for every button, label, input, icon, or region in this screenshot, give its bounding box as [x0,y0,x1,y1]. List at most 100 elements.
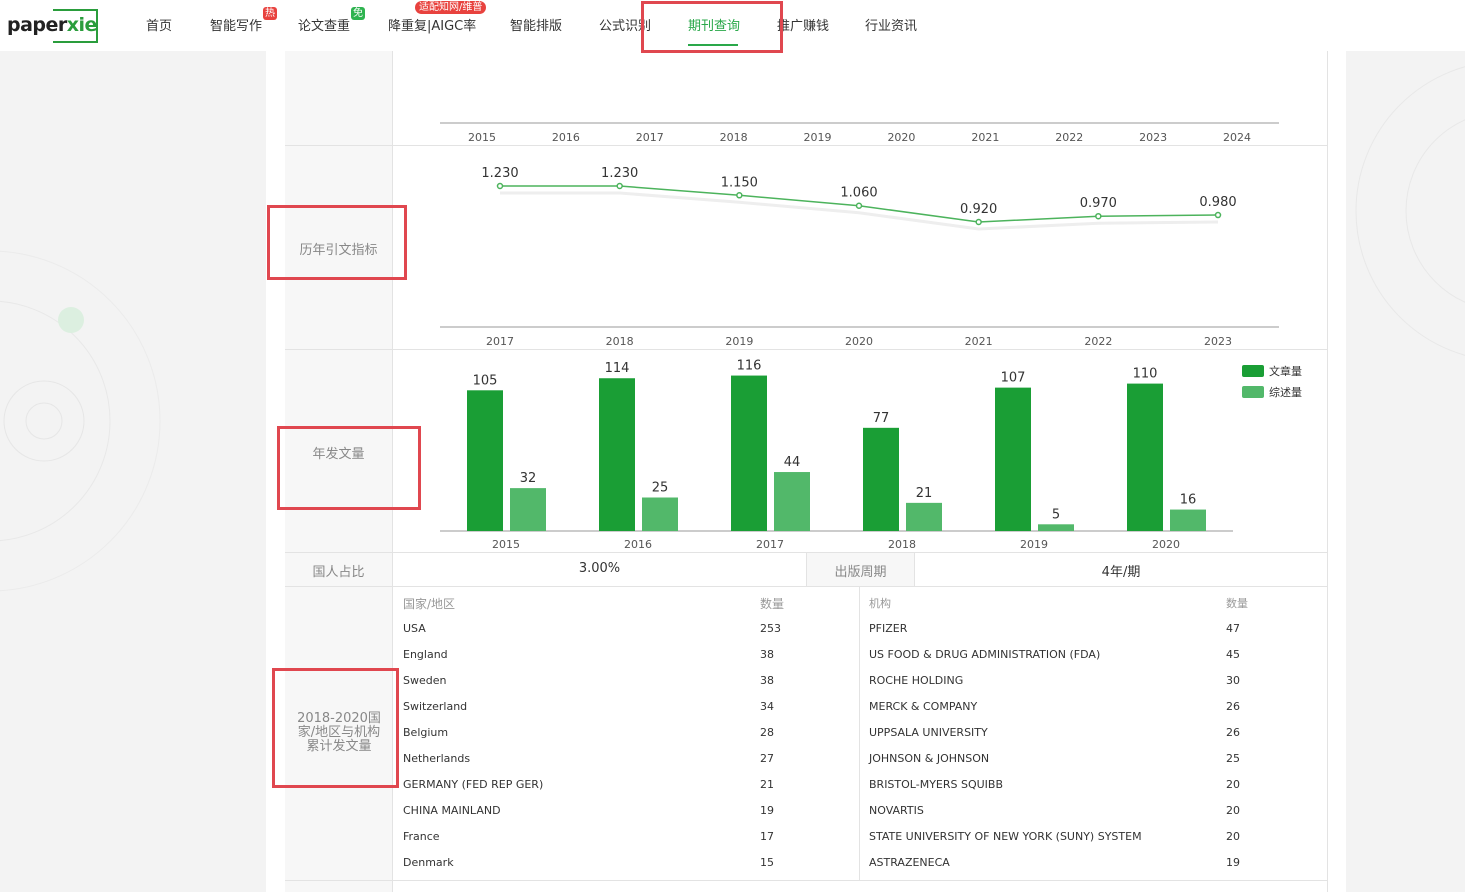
x-tick-label: 2019 [804,131,832,144]
institution-row-name: ROCHE HOLDING [869,674,964,687]
bar-value-label: 77 [873,411,890,426]
institution-header-name: 机构 [869,597,891,610]
logo-frame [53,9,98,43]
bar-articles [467,390,503,531]
institution-row-name: JOHNSON & JOHNSON [869,752,990,765]
institution-row-count: 19 [1226,856,1240,869]
country-row-name: GERMANY (FED REP GER) [403,778,544,791]
hot-badge: 热 [263,7,277,20]
data-point [1095,212,1102,220]
bar-articles [1127,383,1163,531]
institution-row-name: UPPSALA UNIVERSITY [869,726,988,739]
top-navigation: paperxie 首页 智能写作 热 论文查重 免 降重复|AIGC率 适配知网… [0,0,1465,51]
country-label-cell: 2018-2020国家/地区与机构累计发文量 [285,587,393,880]
line-shadow [500,191,1219,231]
country-row-count: 38 [760,674,774,687]
bar-reviews [906,502,942,531]
cycle-label-cell: 出版周期 [806,553,915,586]
legend-label: 综述量 [1269,385,1302,399]
publication-cycle-label: 出版周期 [834,565,887,580]
bar-value-label: 116 [737,359,762,374]
bar-articles [995,387,1031,531]
domestic-ratio-label: 国人占比 [312,565,365,580]
institution-row-name: MERCK & COMPANY [869,700,978,713]
country-institution-label: 2018-2020国家/地区与机构累计发文量 [297,711,381,754]
highlight-box-citation [267,205,407,280]
institution-header-count: 数量 [1226,597,1248,610]
x-tick-label: 2019 [1020,538,1048,551]
nav-item-industry-news[interactable]: 行业资讯 [865,19,918,34]
data-label: 0.920 [960,202,997,217]
bar-value-label: 44 [784,455,801,470]
country-row-name: Netherlands [403,752,471,765]
nav-item-home[interactable]: 首页 [146,19,173,34]
x-tick-label: 2015 [492,538,520,551]
bar-value-label: 114 [605,361,630,376]
country-header-name: 国家/地区 [403,597,456,611]
annual-articles-label: 年发文量 [312,447,365,462]
nav-item-promotion[interactable]: 推广赚钱 [777,19,830,34]
publication-cycle-value: 4年/期 [1101,565,1141,580]
bar-reviews [642,497,678,531]
bar-value-label: 32 [520,471,537,486]
chart-citation-line: 1.230 2017 1.230 2018 1.150 2019 1.060 2020 0.92… [440,166,1279,348]
nav-item-smart-layout[interactable]: 智能排版 [510,19,563,34]
institution-row-count: 26 [1226,700,1240,713]
institution-row-count: 25 [1226,752,1240,765]
country-row-count: 15 [760,856,774,869]
row-divider [285,552,1328,553]
cnki-badge: 适配知网/维普 [415,1,487,14]
country-header-count: 数量 [760,597,785,611]
institution-row-count: 20 [1226,804,1240,817]
country-row-name: CHINA MAINLAND [403,804,501,817]
country-row-count: 28 [760,726,774,739]
legend-label: 文章量 [1269,364,1302,378]
domestic-ratio-value: 3.00% [578,561,621,576]
nav-item-plagiarism-check[interactable]: 论文查重 [298,19,351,34]
institution-row-count: 47 [1226,622,1240,635]
institution-row-count: 26 [1226,726,1240,739]
institution-row-count: 20 [1226,830,1240,843]
paperxie-logo[interactable]: paperxie [7,9,98,43]
country-row-count: 27 [760,752,774,765]
x-tick-label: 2023 [1139,131,1167,144]
x-tick-label: 2022 [1084,335,1112,348]
x-tick-label: 2018 [606,335,634,348]
chart-partial-top: 2015 2016 2017 2018 2019 2020 2021 2022 2023 2024 [440,122,1279,144]
country-row-name: Denmark [403,856,454,869]
articles-label-cell: 年发文量 [285,350,393,552]
x-tick-label: 2016 [624,538,652,551]
x-tick-label: 2020 [845,335,873,348]
data-point [855,202,863,209]
country-row-count: 17 [760,830,774,843]
highlight-box-journal-tab [641,1,783,53]
highlight-box-articles [277,426,421,510]
table-border [1327,51,1328,892]
bar-reviews [1170,509,1206,531]
label-cell [285,51,393,145]
bar-value-label: 107 [1001,371,1026,386]
institution-row-count: 45 [1226,648,1240,661]
bar-articles [599,378,635,531]
data-label: 1.230 [601,166,638,181]
nav-item-smart-writing[interactable]: 智能写作 [210,19,263,34]
page-background-right [1346,51,1465,892]
bar-reviews [510,488,546,531]
active-tab-indicator [688,44,738,46]
chart-annual-articles-bar: 105 32 2015 114 25 2016 116 44 2017 77 21 2018 107 5 2… [440,359,1302,551]
data-label: 0.970 [1080,196,1117,211]
x-tick-label: 2022 [1055,131,1083,144]
institution-row-name: NOVARTIS [869,804,924,817]
x-tick-label: 2018 [720,131,748,144]
domestic-label-cell: 国人占比 [285,553,393,586]
bar-reviews [774,472,810,531]
institution-row-name: BRISTOL-MYERS SQUIBB [869,778,1004,791]
data-label: 1.230 [481,166,518,181]
bar-value-label: 105 [473,373,498,388]
data-point [616,182,623,190]
nav-item-journal-search[interactable]: 期刊查询 [688,19,741,34]
x-tick-label: 2017 [636,131,664,144]
nav-item-formula-recognition[interactable]: 公式识别 [599,19,652,34]
country-row-count: 21 [760,778,774,791]
nav-item-rewrite-aigc[interactable]: 降重复|AIGC率 [388,19,477,34]
